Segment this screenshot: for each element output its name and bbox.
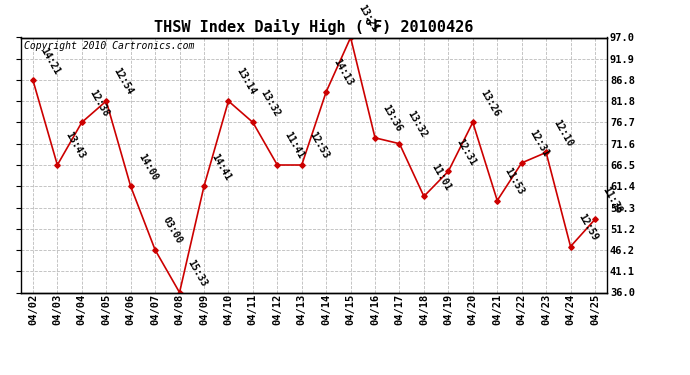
Text: 14:13: 14:13: [332, 57, 355, 88]
Text: 11:41: 11:41: [283, 130, 306, 161]
Text: 12:31: 12:31: [527, 128, 551, 159]
Text: 03:00: 03:00: [161, 215, 184, 246]
Text: 13:36: 13:36: [381, 103, 404, 134]
Text: 13:43: 13:43: [63, 130, 86, 161]
Text: 13:14: 13:14: [234, 66, 257, 97]
Text: 13:26: 13:26: [478, 88, 502, 118]
Text: 13:32: 13:32: [405, 109, 428, 140]
Text: 14:00: 14:00: [136, 152, 159, 182]
Text: 12:59: 12:59: [576, 212, 600, 242]
Text: 12:31: 12:31: [454, 136, 477, 167]
Text: 12:10: 12:10: [552, 118, 575, 148]
Text: 11:01: 11:01: [429, 162, 453, 192]
Text: 15:33: 15:33: [185, 258, 208, 288]
Text: 12:53: 12:53: [307, 130, 331, 161]
Text: 11:38: 11:38: [600, 185, 624, 215]
Text: 12:54: 12:54: [112, 66, 135, 97]
Text: 12:38: 12:38: [88, 88, 110, 118]
Title: THSW Index Daily High (°F) 20100426: THSW Index Daily High (°F) 20100426: [155, 19, 473, 35]
Text: 11:53: 11:53: [503, 166, 526, 196]
Text: 14:21: 14:21: [39, 45, 62, 76]
Text: 13:32: 13:32: [259, 88, 282, 118]
Text: Copyright 2010 Cartronics.com: Copyright 2010 Cartronics.com: [23, 41, 194, 51]
Text: 13:21: 13:21: [356, 3, 380, 33]
Text: 14:41: 14:41: [210, 152, 233, 182]
